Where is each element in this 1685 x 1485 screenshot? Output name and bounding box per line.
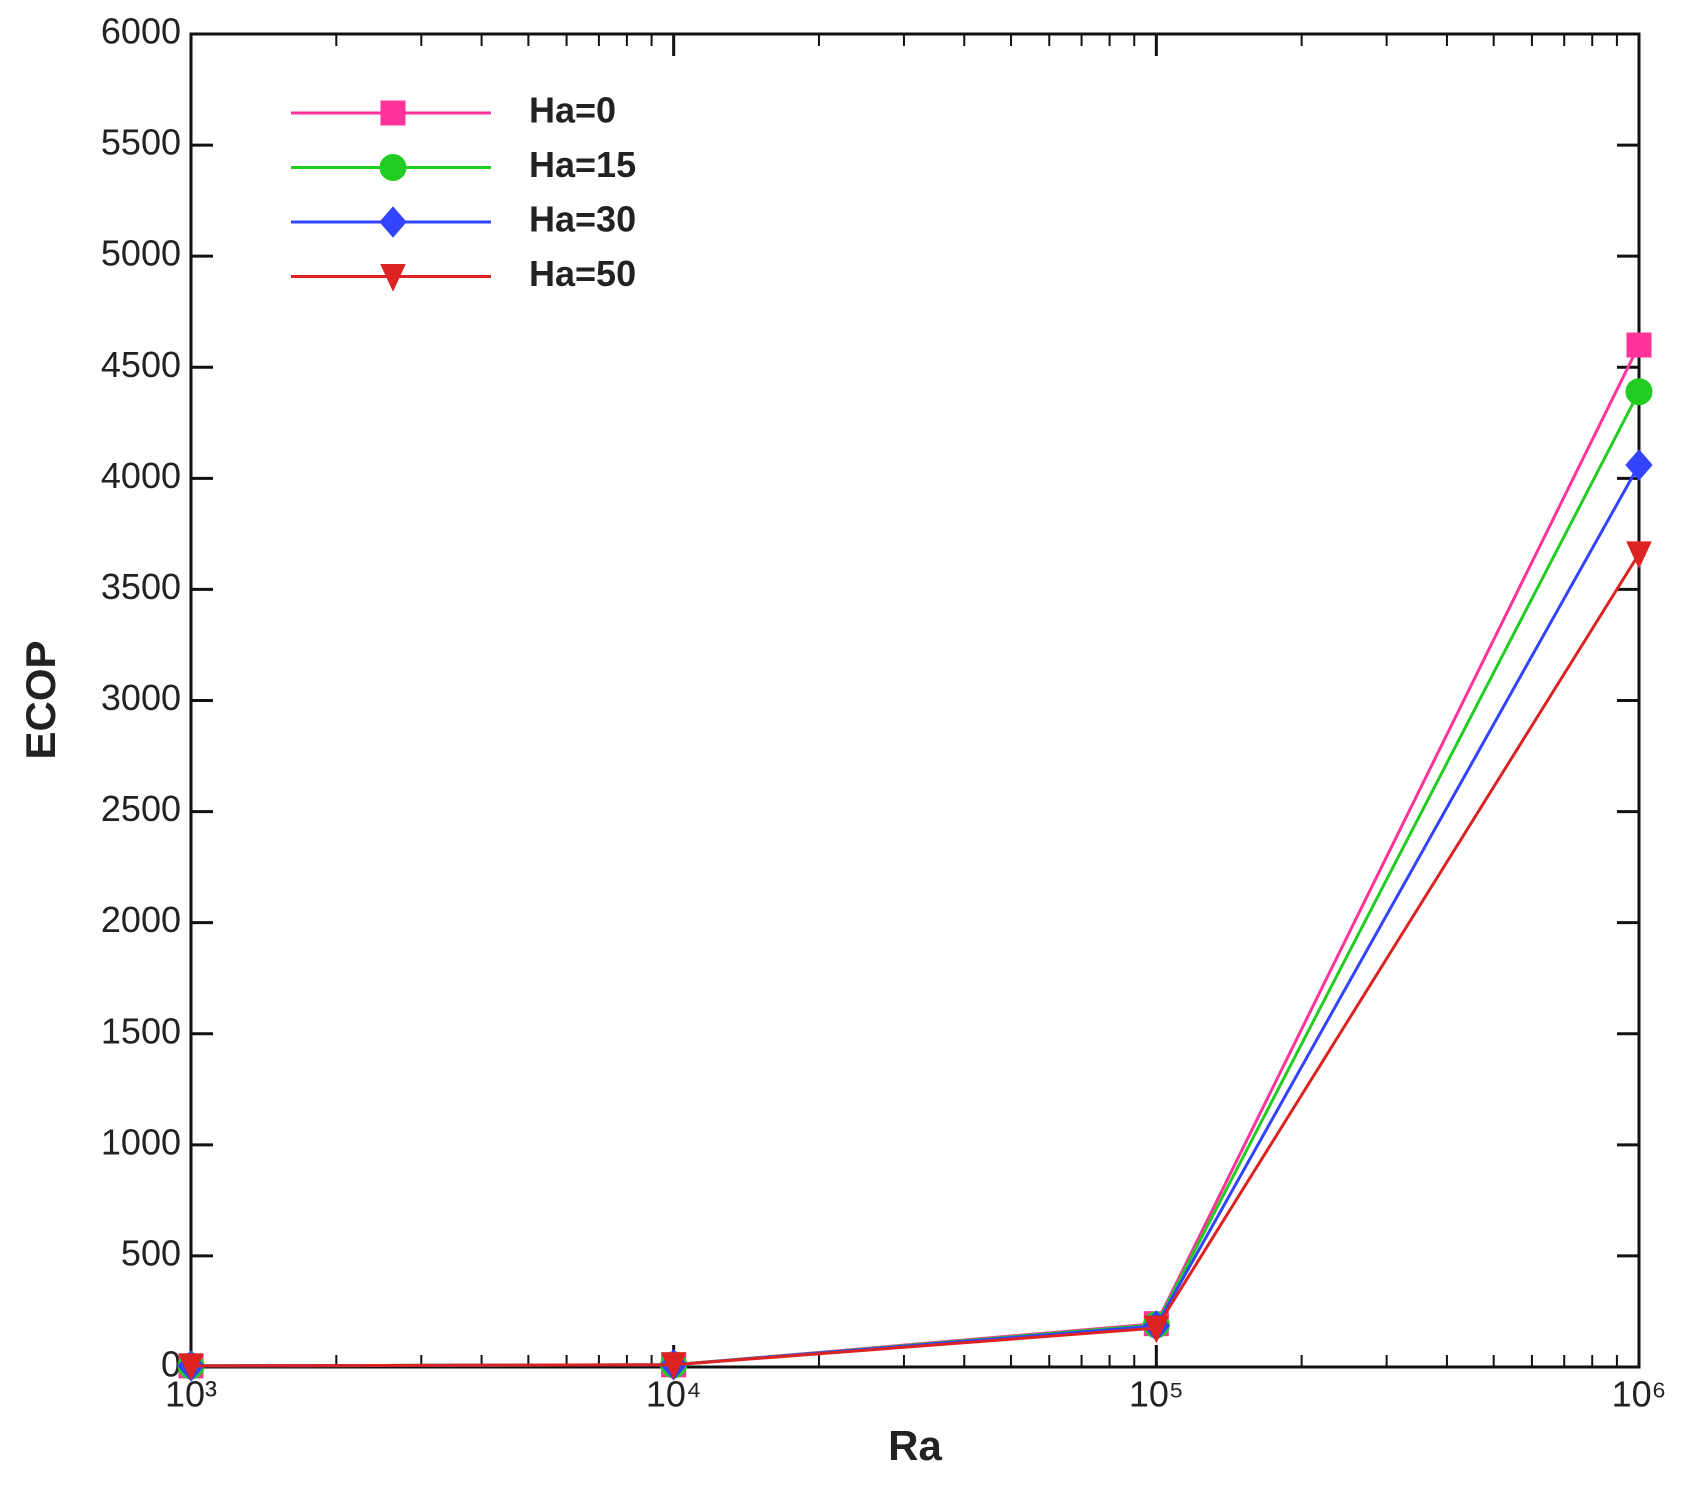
y-tick-label: 4500 [101, 344, 181, 385]
x-tick-label: 10⁵ [1129, 1374, 1184, 1415]
marker [379, 154, 407, 181]
y-tick-label: 2500 [101, 788, 181, 829]
marker [1626, 541, 1652, 570]
plot-frame [189, 32, 1641, 1369]
marker [660, 1352, 687, 1380]
y-tick-label: 3000 [101, 677, 181, 718]
y-tick-label: 3500 [101, 566, 181, 607]
marker [380, 264, 406, 292]
y-tick-label: 6000 [101, 11, 181, 52]
y-tick-label: 2000 [101, 899, 181, 940]
x-tick-label: 10⁶ [1612, 1374, 1667, 1415]
y-tick-label: 4000 [101, 455, 181, 496]
legend-label: Ha=50 [529, 253, 636, 294]
marker [1625, 449, 1653, 481]
series-line [190, 464, 1641, 1368]
y-tick-label: 500 [121, 1232, 181, 1273]
marker [1625, 378, 1653, 406]
y-tick-label: 5000 [101, 233, 181, 274]
y-tick-label: 5500 [101, 122, 181, 163]
y-axis-title: ECOP [17, 640, 64, 759]
marker [1626, 332, 1652, 358]
marker [379, 206, 407, 238]
y-tick-label: 1500 [101, 1010, 181, 1051]
y-tick-label: 1000 [101, 1121, 181, 1162]
marker [1143, 1315, 1170, 1344]
marker [380, 100, 406, 126]
legend-label: Ha=0 [529, 90, 616, 131]
legend-label: Ha=15 [529, 144, 636, 185]
series-line [190, 553, 1641, 1368]
y-tick-label: 0 [161, 1344, 181, 1385]
series-line [190, 390, 1641, 1368]
legend-label: Ha=30 [529, 199, 636, 240]
marker [178, 1353, 204, 1382]
x-axis-title: Ra [888, 1422, 942, 1469]
